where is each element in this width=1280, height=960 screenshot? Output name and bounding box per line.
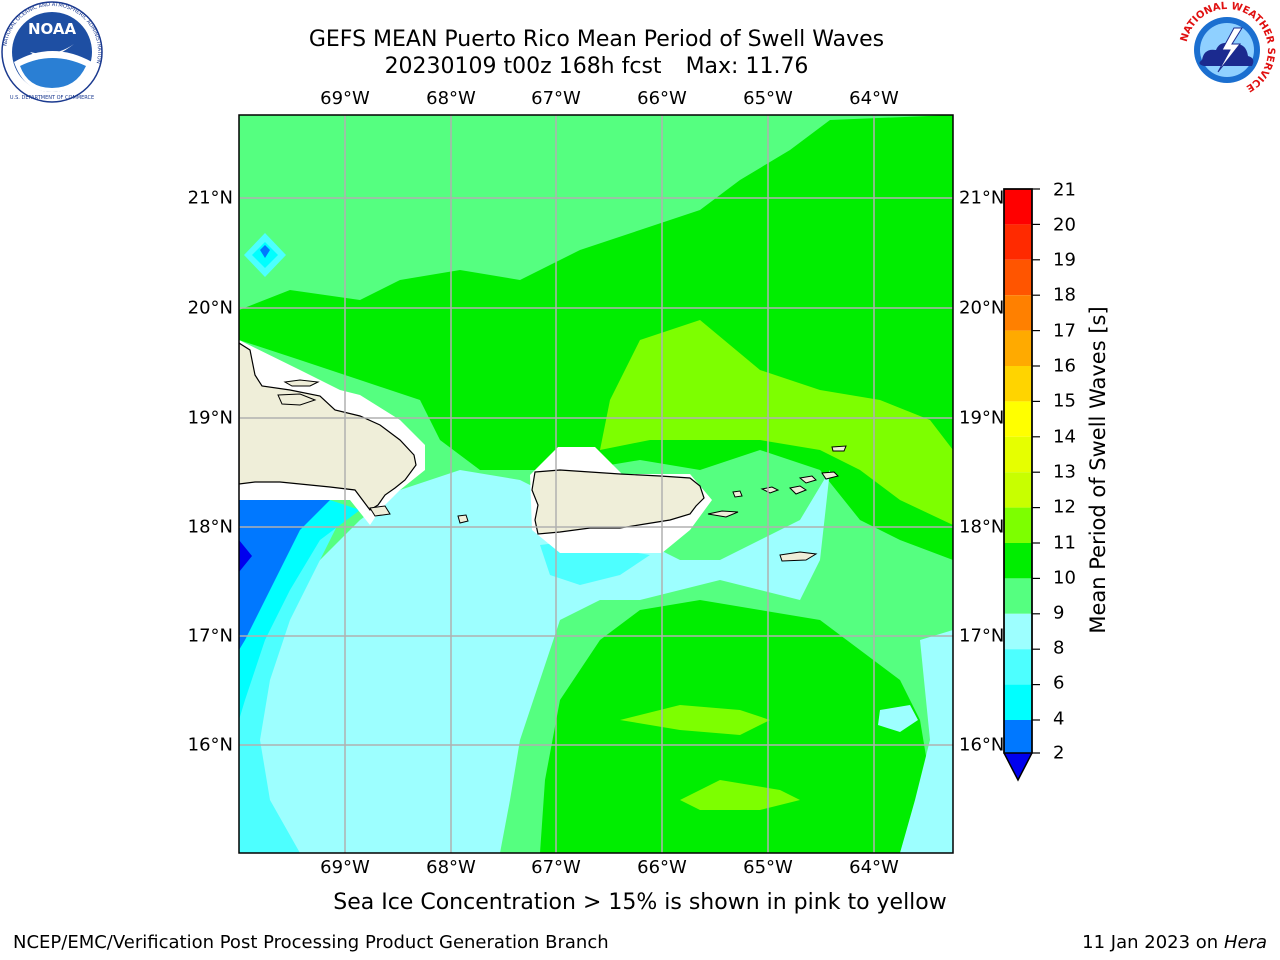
colorbar-segment <box>1004 401 1032 437</box>
lat-label-left: 16°N <box>187 734 233 756</box>
contour-2-4 <box>239 500 330 650</box>
colorbar-tick-label: 9 <box>1053 602 1065 624</box>
chart-title: GEFS MEAN Puerto Rico Mean Period of Swe… <box>308 27 885 52</box>
colorbar-tick-label: 15 <box>1053 390 1076 412</box>
colorbar-tick-label: 18 <box>1053 284 1076 306</box>
colorbar-segment <box>1004 436 1032 473</box>
colorbar-tick-label: 19 <box>1053 249 1076 271</box>
land-anegada <box>831 445 847 452</box>
colorbar-tick-label: 8 <box>1053 637 1065 659</box>
colorbar-tick-label: 11 <box>1053 532 1076 554</box>
colorbar-tick-label: 2 <box>1053 742 1065 764</box>
lon-label-top: 69°W <box>320 88 370 109</box>
colorbar-segment <box>1004 259 1032 296</box>
colorbar-segment <box>1004 684 1032 720</box>
lat-label-right: 20°N <box>959 297 1005 319</box>
colorbar-tick-label: 13 <box>1053 461 1076 483</box>
max-value: Max: 11.76 <box>685 54 809 79</box>
lon-label-bottom: 66°W <box>637 857 687 878</box>
noaa-logo: NOAA NATIONAL OCEANIC AND ATMOSPHERIC AD… <box>1 1 103 103</box>
land-st-croix <box>779 551 818 562</box>
lon-label-bottom: 68°W <box>426 857 476 878</box>
colorbar-tick-label: 17 <box>1053 320 1076 342</box>
colorbar-tick-label: 20 <box>1053 214 1076 236</box>
colorbar-segment <box>1004 578 1032 614</box>
land-tortuga <box>283 379 320 387</box>
map-frame <box>238 114 954 854</box>
lat-label-left: 19°N <box>187 407 233 429</box>
lat-label-right: 18°N <box>959 516 1005 538</box>
lat-label-right: 16°N <box>959 734 1005 756</box>
colorbar-segment <box>1004 295 1032 331</box>
land-st-john <box>788 485 808 495</box>
contour-2-4-hole <box>260 245 270 258</box>
run-date-text: 11 Jan 2023 on <box>1082 932 1219 953</box>
lon-label-top: 65°W <box>743 88 793 109</box>
colorbar-tick-label: 6 <box>1053 672 1065 694</box>
land-culebra <box>732 490 743 498</box>
map-grid <box>239 115 953 853</box>
lat-label-right: 17°N <box>959 625 1005 647</box>
colorbar-segment <box>1004 189 1032 225</box>
lon-label-bottom: 64°W <box>849 857 899 878</box>
lon-label-bottom: 67°W <box>531 857 581 878</box>
land-saona <box>369 505 391 517</box>
sea-ice-note: Sea Ice Concentration > 15% is shown in … <box>333 890 947 915</box>
lon-label-top: 67°W <box>531 88 581 109</box>
lat-label-right: 21°N <box>959 187 1005 209</box>
colorbar-tick-label: 21 <box>1053 179 1076 201</box>
land-mona <box>457 514 469 524</box>
chart-subtitle: 20230109 t00z 168h fcst Max: 11.76 <box>0 54 1193 80</box>
lat-label-left: 17°N <box>187 625 233 647</box>
land-hispaniola <box>239 342 417 511</box>
lon-label-top: 68°W <box>426 88 476 109</box>
colorbar-title: Mean Period of Swell Waves [s] <box>1086 306 1110 634</box>
colorbar-segment <box>1004 649 1032 685</box>
colorbar-tick-label: 16 <box>1053 355 1076 377</box>
colorbar-segment <box>1004 507 1032 543</box>
lat-label-right: 19°N <box>959 407 1005 429</box>
land-tortola <box>798 475 817 484</box>
colorbar-tick-label: 4 <box>1053 708 1065 730</box>
noaa-logo-text: NOAA <box>28 20 77 38</box>
contour-11-12-south <box>620 705 770 735</box>
colorbar-segment <box>1004 224 1032 260</box>
colorbar-segment <box>1004 330 1032 366</box>
noaa-bottom-text: U.S. DEPARTMENT OF COMMERCE <box>10 95 94 101</box>
colorbar-segment <box>1004 613 1032 650</box>
colorbar-tick-label: 14 <box>1053 426 1076 448</box>
run-system: Hera <box>1223 932 1267 953</box>
land-virgin-gorda <box>821 471 839 480</box>
colorbar-segment <box>1004 543 1032 579</box>
colorbar <box>1003 188 1040 782</box>
contour-11-12 <box>600 320 953 525</box>
lat-label-left: 21°N <box>187 187 233 209</box>
colorbar-segment <box>1004 720 1032 753</box>
lat-label-left: 18°N <box>187 516 233 538</box>
contour-11-12-south-2 <box>680 780 800 810</box>
lon-label-top: 66°W <box>637 88 687 109</box>
nws-logo: NATIONAL WEATHER SERVICE <box>1179 1 1276 97</box>
colorbar-tick-label: 12 <box>1053 496 1076 518</box>
colorbar-tick-label: 10 <box>1053 567 1076 589</box>
lat-label-left: 20°N <box>187 297 233 319</box>
contour-10-11-north <box>239 115 953 560</box>
lon-label-bottom: 65°W <box>743 857 793 878</box>
run-date: 11 Jan 2023 on Hera <box>1082 932 1267 953</box>
lon-label-top: 64°W <box>849 88 899 109</box>
forecast-date: 20230109 t00z 168h fcst <box>384 54 662 79</box>
colorbar-segment <box>1004 472 1032 508</box>
land-gonave <box>277 393 317 406</box>
contour-below-2 <box>239 540 252 572</box>
credit-text: NCEP/EMC/Verification Post Processing Pr… <box>13 932 609 953</box>
land-vieques <box>707 510 739 518</box>
land-puerto-rico <box>531 469 705 535</box>
contour-8-9-patch <box>878 705 918 732</box>
contour-8-9 <box>239 470 830 853</box>
contour-8-9-southeast <box>900 630 953 853</box>
colorbar-extend-arrow <box>1004 753 1032 780</box>
lon-label-bottom: 69°W <box>320 857 370 878</box>
colorbar-segment <box>1004 366 1032 402</box>
